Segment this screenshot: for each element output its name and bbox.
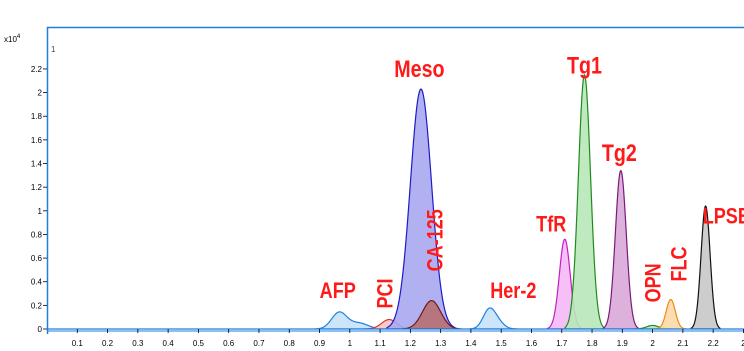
y-tick-label: 1.2 [31, 183, 43, 192]
x-tick-label: 0.8 [284, 339, 296, 348]
y-tick-label: 0.2 [31, 301, 43, 310]
peak-label-ca-125: CA-125 [424, 209, 448, 271]
peak-label-lpsbp: LPSBP [703, 205, 744, 229]
peak-label-tfr: TfR [536, 213, 566, 237]
peak-lpsbp [690, 205, 721, 329]
x-tick-label: 1.3 [435, 339, 447, 348]
peak-label-pci: PCI [374, 278, 398, 308]
y-tick-label: 1.6 [31, 136, 43, 145]
peak-meso [386, 88, 456, 329]
peak-flc [655, 298, 686, 329]
peak-label-her-2: Her-2 [490, 279, 536, 303]
x-tick-label: 0.1 [72, 339, 84, 348]
y-tick-label: 0.6 [31, 254, 43, 263]
panel-index: 1 [51, 45, 56, 54]
peak-label-tg2: Tg2 [602, 139, 637, 166]
x-tick-label: 0.3 [132, 339, 144, 348]
y-tick-label: 0.4 [31, 278, 43, 287]
x-tick-label: 1.5 [496, 339, 508, 348]
x-tick-label: 2.2 [708, 339, 720, 348]
peak-label-tg1: Tg1 [567, 52, 602, 79]
x-tick-label: 2 [650, 339, 655, 348]
y-tick-label: 1.4 [31, 160, 43, 169]
x-tick-label: 0.4 [163, 339, 175, 348]
y-tick-label: 0 [38, 325, 43, 334]
x-tick-label: 0.6 [223, 339, 235, 348]
y-exponent: 4 [17, 34, 21, 40]
peak-label-afp: AFP [320, 279, 356, 303]
x-tick-label: 1.6 [526, 339, 538, 348]
y-tick-label: 2.2 [31, 65, 43, 74]
x-tick-label: 0.9 [314, 339, 326, 348]
y-tick-label: 2 [38, 89, 43, 98]
x-tick-label: 2.1 [677, 339, 689, 348]
x-tick-label: 1.7 [556, 339, 568, 348]
y-tick-label: 0.8 [31, 230, 43, 239]
x-tick-label: 0.5 [193, 339, 205, 348]
y-tick-label: 1 [38, 207, 43, 216]
x-tick-label: 1.4 [465, 339, 477, 348]
x-tick-label: 0.2 [102, 339, 114, 348]
peak-her-2 [469, 307, 519, 329]
peak-ca-125 [401, 300, 462, 329]
x-tick-label: 1.2 [405, 339, 417, 348]
x-tick-label: 1 [348, 339, 353, 348]
y-tick-label: 1.8 [31, 112, 43, 121]
peak-label-opn: OPN [642, 263, 666, 302]
peak-tg1 [564, 73, 605, 329]
x-tick-label: 0.7 [253, 339, 265, 348]
x-tick-label: 1.1 [375, 339, 387, 348]
peak-tg2 [602, 169, 639, 329]
x-tick-label: 1.9 [617, 339, 629, 348]
x-tick-label: 1.8 [586, 339, 598, 348]
peak-label-meso: Meso [394, 55, 444, 82]
y-multiplier: x104 [4, 34, 21, 44]
x-tick-label: 2 [741, 339, 744, 348]
peak-label-flc: FLC [668, 246, 692, 281]
